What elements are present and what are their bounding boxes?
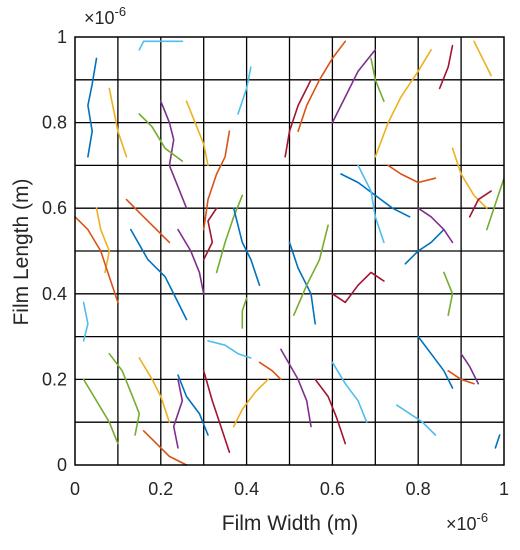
series-line-46 — [451, 147, 488, 209]
series-line-25 — [207, 340, 252, 359]
series-line-43 — [404, 228, 445, 265]
y-axis-exponent: ×10-6 — [84, 4, 126, 28]
series-line-10 — [202, 207, 218, 261]
x-axis-exponent: ×10-6 — [446, 510, 488, 534]
x-axis-label: Film Width (m) — [222, 512, 358, 535]
series-line-54 — [438, 44, 454, 90]
series-line-47 — [468, 190, 492, 218]
series-line-53 — [473, 40, 492, 77]
series-line-23 — [172, 378, 184, 449]
series-line-41 — [387, 164, 437, 184]
series-line-17 — [82, 301, 89, 342]
series-line-39 — [340, 173, 411, 218]
series-line-22 — [177, 374, 209, 436]
x-axis-exponent-base: ×10 — [446, 514, 477, 534]
x-tick-label-4: 0.6 — [320, 479, 345, 499]
series-line-13 — [177, 228, 205, 295]
series-line-49 — [447, 369, 475, 385]
series-line-14 — [237, 66, 252, 115]
series-line-4 — [125, 198, 171, 244]
y-tick-label-1: 0 — [57, 455, 67, 475]
series-line-32 — [314, 378, 347, 445]
series-line-20 — [138, 357, 171, 424]
series-line-35 — [284, 79, 312, 158]
y-axis-label: Film Length (m) — [10, 178, 33, 325]
series-layer — [74, 40, 505, 466]
series-line-24 — [202, 369, 231, 454]
series-line-30 — [288, 241, 317, 325]
series-line-11 — [215, 194, 244, 274]
series-line-31 — [292, 224, 329, 317]
x-tick-label-6: 1 — [499, 479, 509, 499]
series-line-38 — [370, 57, 385, 102]
series-line-2 — [138, 40, 184, 51]
plot-frame — [74, 36, 505, 466]
series-line-36 — [331, 48, 377, 124]
series-line-50 — [395, 404, 437, 436]
y-tick-label-2: 0.2 — [42, 369, 67, 389]
series-line-28 — [258, 361, 282, 381]
y-tick-label-4: 0.6 — [42, 198, 67, 218]
y-axis-exponent-power: -6 — [115, 4, 127, 19]
series-line-19 — [108, 352, 141, 436]
series-line-18 — [82, 378, 119, 445]
x-tick-label-1: 0 — [70, 479, 80, 499]
x-tick-label-2: 0.2 — [148, 479, 173, 499]
x-axis-exponent-power: -6 — [477, 510, 489, 525]
series-line-16 — [74, 216, 119, 304]
series-line-33 — [331, 361, 368, 424]
series-line-7 — [130, 228, 188, 321]
series-line-48 — [485, 177, 505, 231]
series-line-26 — [232, 378, 269, 428]
y-tick-label-3: 0.4 — [42, 284, 67, 304]
series-line-51 — [417, 335, 454, 389]
series-line-15 — [95, 207, 111, 274]
series-line-12 — [232, 207, 261, 287]
series-line-42 — [331, 271, 385, 304]
series-line-44 — [417, 207, 454, 244]
y-tick-label-5: 0.8 — [42, 113, 67, 133]
series-line-1 — [87, 57, 98, 158]
series-line-34 — [297, 40, 347, 132]
x-tick-label-5: 0.8 — [406, 479, 431, 499]
series-line-3 — [108, 87, 128, 158]
series-line-8 — [185, 100, 209, 167]
series-line-9 — [202, 130, 231, 231]
tick-layer: 0 0.2 0.4 0.6 0.8 1 0 0.2 0.4 0.6 0.8 1 — [42, 27, 509, 499]
series-line-55 — [494, 434, 501, 449]
y-tick-label-6: 1 — [57, 27, 67, 47]
y-axis-exponent-base: ×10 — [84, 8, 115, 28]
series-line-27 — [241, 297, 248, 329]
series-line-29 — [280, 348, 312, 428]
series-line-6 — [138, 113, 184, 162]
series-line-37 — [374, 48, 432, 158]
series-line-52 — [460, 352, 480, 385]
x-tick-label-3: 0.4 — [234, 479, 259, 499]
series-line-21 — [142, 429, 188, 466]
series-line-45 — [443, 271, 454, 317]
series-line-40 — [357, 164, 385, 244]
